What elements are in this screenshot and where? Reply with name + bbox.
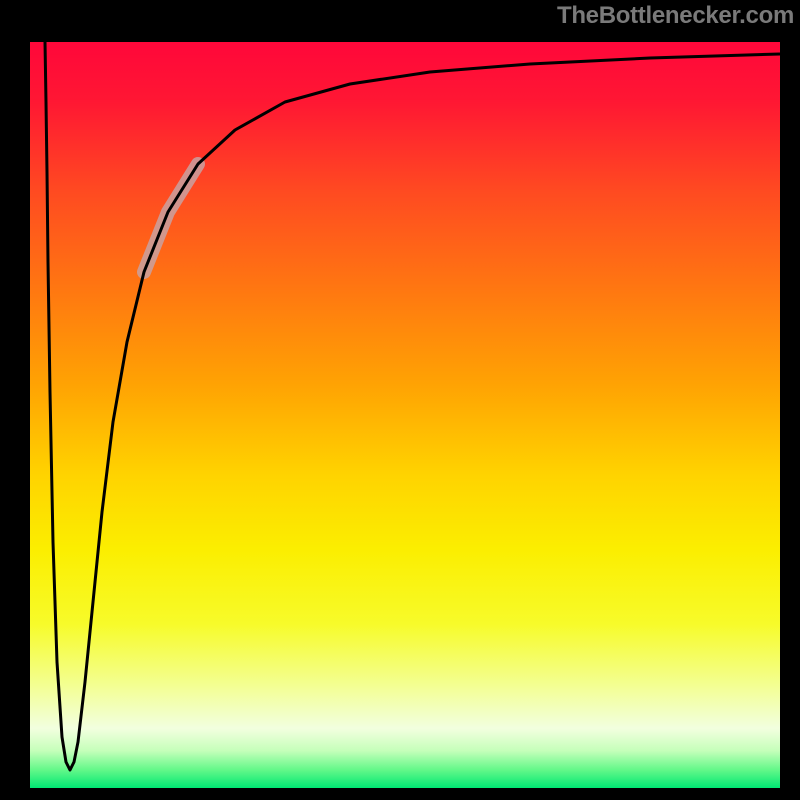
watermark-text: TheBottlenecker.com bbox=[557, 2, 794, 30]
plot-frame bbox=[20, 32, 790, 798]
chart-root: TheBottlenecker.com bbox=[0, 0, 800, 800]
